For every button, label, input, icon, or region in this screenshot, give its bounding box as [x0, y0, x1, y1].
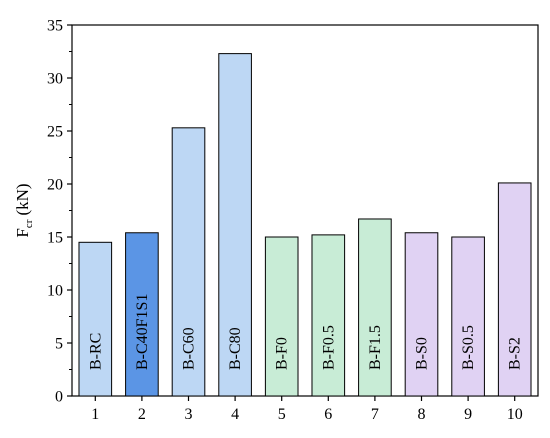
bar-8: [404, 232, 439, 397]
x-tick-label-6: 6: [324, 406, 332, 423]
ticks: 0 5 10 15 20 25 30 35 1 2 3 4 5 6 7 8 9 10: [47, 18, 523, 424]
bar-label-3: B-C60: [181, 327, 198, 370]
y-tick-label-35: 35: [47, 18, 63, 35]
y-axis-label: Fcr (kN): [13, 183, 35, 237]
bar-label-4: B-C80: [227, 327, 244, 370]
y-tick-label-10: 10: [47, 283, 63, 300]
x-tick-label-4: 4: [231, 406, 239, 423]
bar-label-1: B-RC: [87, 333, 104, 370]
x-tick-label-2: 2: [138, 406, 146, 423]
bar-4: [218, 53, 252, 397]
bar-label-2: B-C40F1S1: [134, 294, 151, 370]
bars: B-RC B-C40F1S1 B-C60 B-C80 B-F0 B-F0.5 B-F1.5 B…: [78, 53, 532, 397]
bar-label-10: B-S2: [507, 337, 524, 370]
bar-7: [358, 218, 392, 397]
bar-label-9: B-S0.5: [460, 325, 477, 370]
y-tick-label-0: 0: [55, 389, 63, 406]
bar-1: [78, 241, 113, 397]
y-tick-label-25: 25: [47, 124, 63, 141]
x-tick-label-7: 7: [371, 406, 379, 423]
x-tick-label-9: 9: [464, 406, 472, 423]
bar-label-8: B-S0: [414, 337, 431, 370]
x-tick-label-3: 3: [185, 406, 193, 423]
bar-label-6: B-F0.5: [320, 325, 337, 370]
y-axis-label-subscript: cr: [23, 219, 35, 228]
y-tick-label-30: 30: [47, 71, 63, 88]
y-axis-label-unit: (kN): [13, 183, 32, 215]
bar-5: [264, 236, 299, 397]
bar-label-7: B-F1.5: [367, 325, 384, 370]
y-tick-label-15: 15: [47, 230, 63, 247]
axis-labels: Fcr (kN): [13, 183, 35, 237]
bar-9: [451, 236, 485, 397]
x-tick-label-8: 8: [418, 406, 426, 423]
bar-label-5: B-F0: [274, 337, 291, 370]
x-tick-label-1: 1: [91, 406, 99, 423]
bar-3: [171, 127, 206, 397]
bar-6: [311, 234, 346, 397]
x-tick-label-10: 10: [507, 406, 523, 423]
y-tick-label-5: 5: [55, 336, 63, 353]
x-tick-label-5: 5: [278, 406, 286, 423]
y-tick-label-20: 20: [47, 177, 63, 194]
y-axis-label-main: F: [13, 228, 32, 237]
